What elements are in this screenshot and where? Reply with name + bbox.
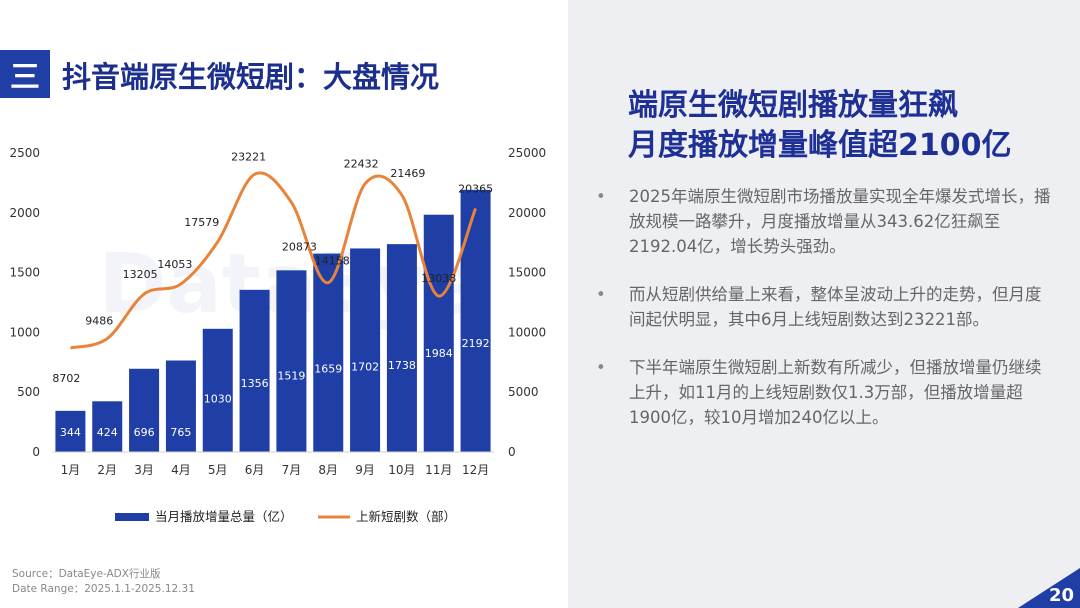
legend-label-line: 上新短剧数（部）: [356, 509, 456, 524]
bar-value-label: 424: [97, 426, 118, 439]
x-tick-label: 6月: [245, 463, 265, 477]
legend-swatch-bar: [115, 513, 149, 521]
bar-value-label: 1030: [204, 393, 232, 406]
bullet-marker: •: [596, 187, 606, 206]
line-value-label: 20873: [282, 240, 317, 253]
page-number-badge: 20: [1018, 568, 1080, 608]
section-badge: 三: [0, 50, 50, 98]
bar-value-label: 1519: [277, 369, 305, 382]
y-right-tick-label: 5000: [508, 385, 539, 399]
x-tick-label: 8月: [318, 463, 338, 477]
line-value-label: 13205: [123, 268, 158, 281]
headline: 端原生微短剧播放量狂飙 月度播放增量峰值超2100亿: [628, 86, 1012, 166]
bullet-text: 而从短剧供给量上来看，整体呈波动上升的走势，但月度间起伏明显，其中6月上线短剧数…: [629, 285, 1042, 329]
bullet-marker: •: [596, 285, 606, 304]
line-value-label: 14158: [315, 255, 350, 268]
x-tick-label: 12月: [462, 463, 489, 477]
y-right-tick-label: 25000: [508, 146, 546, 160]
bar: [460, 189, 491, 452]
source-note: Source：DataEye-ADX行业版 Date Range：2025.1.…: [12, 567, 195, 597]
legend-label-bar: 当月播放增量总量（亿）: [155, 509, 293, 524]
bullet-marker: •: [596, 358, 606, 377]
x-tick-label: 1月: [61, 463, 81, 477]
bar-value-label: 1702: [351, 361, 379, 374]
bar-value-label: 1356: [241, 377, 269, 390]
bar-value-label: 1659: [314, 363, 342, 376]
bar: [350, 248, 381, 452]
y-right-tick-label: 10000: [508, 325, 546, 339]
bullet-list: • 2025年端原生微短剧市场播放量实现全年爆发式增长，播放规模一路攀升，月度播放…: [596, 184, 1052, 453]
series-line: [70, 171, 477, 350]
headline-line-2: 月度播放增量峰值超2100亿: [628, 128, 1012, 163]
y-left-tick-label: 500: [17, 385, 40, 399]
bar-value-label: 2192: [462, 337, 490, 350]
x-tick-label: 4月: [171, 463, 191, 477]
bar-value-label: 344: [60, 426, 81, 439]
bullet-item: • 2025年端原生微短剧市场播放量实现全年爆发式增长，播放规模一路攀升，月度播放…: [596, 184, 1052, 259]
x-tick-label: 11月: [425, 463, 452, 477]
bar-value-label: 765: [170, 426, 191, 439]
line-value-label: 22432: [344, 158, 379, 171]
y-left-tick-label: 2000: [9, 206, 40, 220]
page-number: 20: [1048, 585, 1074, 606]
bar: [313, 253, 344, 452]
bar: [55, 410, 86, 452]
summary-panel: [568, 0, 1080, 608]
bar-value-label: 696: [134, 426, 155, 439]
y-left-tick-label: 1000: [9, 325, 40, 339]
x-tick-label: 2月: [97, 463, 117, 477]
section-title: 抖音端原生微短剧：大盘情况: [62, 60, 440, 94]
line-value-label: 13038: [421, 272, 456, 285]
date-range-line: Date Range：2025.1.1-2025.12.31: [12, 583, 195, 595]
x-tick-label: 10月: [388, 463, 415, 477]
chart-panel: 三 抖音端原生微短剧：大盘情况 DataEye05001000150020002…: [0, 50, 547, 597]
headline-line-1: 端原生微短剧播放量狂飙: [628, 88, 958, 123]
line-value-label: 21469: [390, 167, 425, 180]
x-tick-label: 3月: [134, 463, 154, 477]
bar: [423, 214, 454, 452]
bullet-text: 2025年端原生微短剧市场播放量实现全年爆发式增长，播放规模一路攀升，月度播放增…: [629, 187, 1051, 256]
source-line: Source：DataEye-ADX行业版: [12, 568, 161, 580]
bullet-item: • 而从短剧供给量上来看，整体呈波动上升的走势，但月度间起伏明显，其中6月上线短剧…: [596, 282, 1052, 332]
y-right-tick-label: 20000: [508, 206, 546, 220]
y-right-tick-label: 15000: [508, 266, 546, 280]
bar: [239, 289, 270, 452]
x-tick-label: 5月: [208, 463, 228, 477]
bar: [202, 328, 233, 452]
bar: [276, 270, 307, 452]
line-value-label: 23221: [231, 150, 266, 163]
line-value-label: 17579: [184, 216, 219, 229]
bar-value-label: 1738: [388, 359, 416, 372]
bar: [92, 401, 123, 452]
y-left-tick-label: 0: [32, 445, 40, 459]
bullet-item: • 下半年端原生微短剧上新数有所减少，但播放增量仍继续上升，如11月的上线短剧数仅…: [596, 355, 1052, 430]
line-value-label: 9486: [85, 315, 113, 328]
line-value-label: 8702: [52, 372, 80, 385]
bar: [386, 244, 417, 452]
line-value-label: 14053: [157, 258, 192, 271]
y-left-tick-label: 2500: [9, 146, 40, 160]
y-left-tick-label: 1500: [9, 266, 40, 280]
page-number-triangle: [1018, 568, 1080, 608]
x-tick-label: 9月: [355, 463, 375, 477]
x-tick-label: 7月: [282, 463, 302, 477]
bullet-text: 下半年端原生微短剧上新数有所减少，但播放增量仍继续上升，如11月的上线短剧数仅1…: [629, 358, 1042, 427]
line-value-label: 20365: [458, 182, 493, 195]
bar: [165, 360, 196, 452]
bar: [129, 368, 160, 452]
combo-chart: DataEye050010001500200025000500010000150…: [9, 146, 546, 524]
bar-value-label: 1984: [425, 347, 453, 360]
y-right-tick-label: 0: [508, 445, 516, 459]
